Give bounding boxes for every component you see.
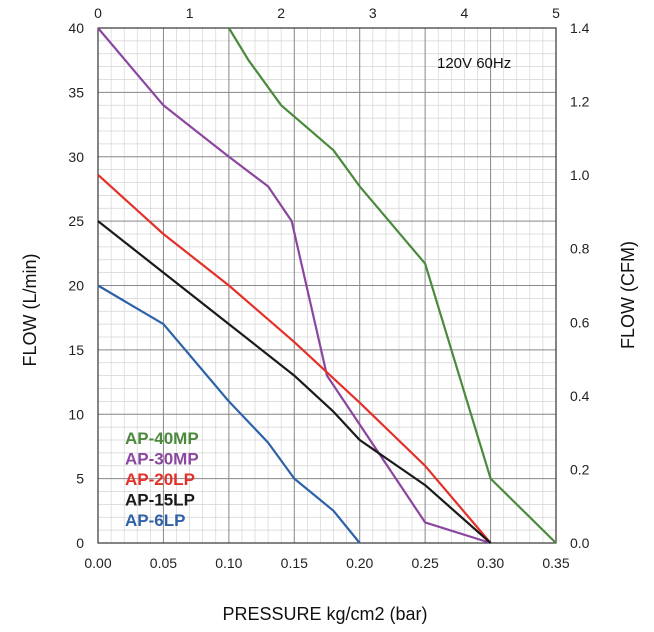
top-axis-ticks: 0 1 2 3 4 5 — [94, 5, 560, 21]
top-tick-label: 2 — [277, 5, 285, 21]
series-line-ap-6lp — [97, 284, 361, 544]
right-tick-label: 1.0 — [570, 167, 590, 183]
y-tick-label: 35 — [68, 84, 84, 100]
y-tick-label: 40 — [68, 20, 84, 36]
x-tick-label: 0.20 — [346, 555, 373, 571]
y2-axis-title: FLOW (CFM) — [618, 241, 638, 349]
y-tick-label: 30 — [68, 149, 84, 165]
top-tick-label: 1 — [186, 5, 194, 21]
top-tick-label: 3 — [369, 5, 377, 21]
x-tick-label: 0.15 — [281, 555, 308, 571]
x-tick-label: 0.35 — [542, 555, 569, 571]
y-tick-label: 0 — [76, 535, 84, 551]
right-tick-label: 1.2 — [570, 94, 590, 110]
y-tick-label: 5 — [76, 471, 84, 487]
legend-entry-ap-6lp: AP-6LP — [125, 511, 185, 530]
right-tick-label: 0.0 — [570, 535, 590, 551]
series-line-ap-40mp — [227, 27, 557, 544]
right-tick-label: 0.4 — [570, 388, 590, 404]
x-tick-label: 0.30 — [477, 555, 504, 571]
series-line-ap-20lp — [97, 173, 492, 544]
right-axis-ticks: 0.0 0.2 0.4 0.6 0.8 1.0 1.2 1.4 — [570, 20, 590, 551]
y-axis-ticks: 0 5 10 15 20 25 30 35 40 — [68, 20, 84, 551]
series-line-ap-15lp — [97, 220, 492, 544]
legend-entry-ap-20lp: AP-20LP — [125, 470, 195, 489]
x-tick-label: 0.00 — [84, 555, 111, 571]
y-tick-label: 25 — [68, 213, 84, 229]
y-axis-title: FLOW (L/min) — [20, 253, 40, 366]
x-tick-label: 0.05 — [150, 555, 177, 571]
voltage-note: 120V 60Hz — [437, 55, 511, 72]
right-tick-label: 1.4 — [570, 20, 590, 36]
legend-entry-ap-40mp: AP-40MP — [125, 429, 199, 448]
x-axis-ticks: 0.00 0.05 0.10 0.15 0.20 0.25 0.30 0.35 — [84, 555, 569, 571]
legend-entry-ap-30mp: AP-30MP — [125, 450, 199, 469]
series-line-ap-30mp — [97, 27, 491, 545]
top-tick-label: 4 — [461, 5, 469, 21]
y-tick-label: 10 — [68, 406, 84, 422]
top-tick-label: 0 — [94, 5, 102, 21]
right-tick-label: 0.2 — [570, 461, 590, 477]
y-tick-label: 15 — [68, 342, 84, 358]
legend-entry-ap-15lp: AP-15LP — [125, 491, 195, 510]
series-lines — [97, 27, 557, 545]
x-tick-label: 0.10 — [215, 555, 242, 571]
x-tick-label: 0.25 — [412, 555, 439, 571]
right-tick-label: 0.8 — [570, 241, 590, 257]
top-tick-label: 5 — [552, 5, 560, 21]
right-tick-label: 0.6 — [570, 314, 590, 330]
y-tick-label: 20 — [68, 278, 84, 294]
x-axis-title: PRESSURE kg/cm2 (bar) — [222, 604, 427, 624]
